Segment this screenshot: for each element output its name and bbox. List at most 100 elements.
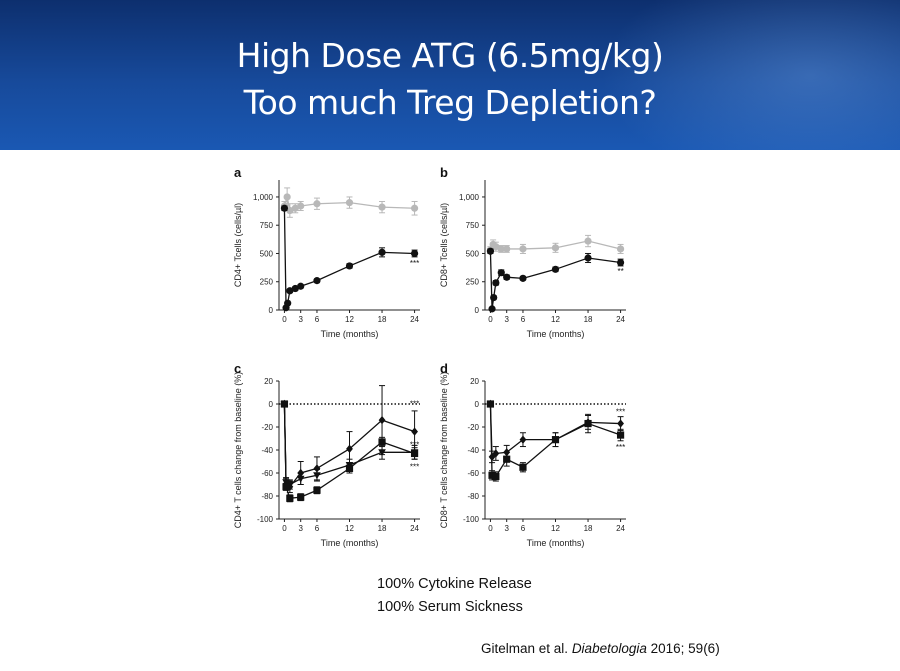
significance-label: *** — [410, 441, 419, 450]
x-tick-label: 6 — [315, 315, 320, 324]
data-point — [313, 200, 321, 208]
data-point — [486, 247, 495, 255]
series-line — [489, 251, 621, 309]
series-grey — [486, 234, 625, 254]
x-axis-label: Time (months) — [527, 538, 585, 548]
x-axis-label: Time (months) — [527, 329, 585, 339]
data-point — [492, 449, 500, 458]
y-tick-label: 750 — [466, 221, 480, 230]
y-tick-label: -100 — [257, 515, 274, 524]
data-point — [286, 287, 294, 295]
data-point — [519, 274, 527, 282]
data-point — [378, 438, 386, 446]
x-tick-label: 18 — [584, 524, 593, 533]
data-point — [296, 475, 305, 483]
data-point — [486, 400, 495, 408]
x-tick-label: 12 — [551, 524, 560, 533]
x-tick-label: 12 — [345, 524, 354, 533]
note-cytokine-release: 100% Cytokine Release — [377, 576, 532, 592]
data-point — [492, 472, 500, 481]
significance-label: ** — [617, 267, 623, 276]
data-point — [551, 265, 560, 273]
data-point — [617, 419, 624, 428]
y-axis-label: CD8+ Tcells (cells/µl) — [439, 203, 449, 287]
y-tick-label: -80 — [261, 492, 273, 501]
data-point — [297, 202, 305, 210]
y-tick-label: 20 — [470, 377, 479, 386]
x-tick-label: 0 — [488, 315, 493, 324]
data-point — [584, 254, 592, 262]
data-point — [584, 419, 592, 428]
y-axis-label: CD4+ Tcells (cells/µl) — [233, 203, 243, 287]
series-line — [489, 403, 621, 459]
data-point — [584, 237, 592, 245]
x-tick-label: 24 — [616, 315, 625, 324]
data-point — [280, 204, 289, 212]
citation-details: 2016; 59(6) — [650, 641, 720, 656]
y-tick-label: 250 — [260, 278, 274, 287]
citation-authors: Gitelman et al. — [481, 641, 569, 656]
y-tick-label: -40 — [261, 446, 273, 455]
y-tick-label: -80 — [467, 492, 479, 501]
x-tick-label: 3 — [298, 524, 303, 533]
x-tick-label: 24 — [410, 315, 419, 324]
data-point — [503, 245, 511, 253]
y-tick-label: 1,000 — [459, 193, 480, 202]
y-tick-label: -100 — [463, 515, 480, 524]
y-tick-label: 250 — [466, 278, 480, 287]
y-tick-label: -60 — [467, 469, 479, 478]
x-tick-label: 0 — [282, 524, 287, 533]
data-point — [616, 258, 625, 267]
panel-d: d -100 -80 -60 -40 -20 0 20 0 3 6 12 18 24 Time (month… — [439, 361, 626, 548]
x-tick-label: 0 — [282, 315, 287, 324]
data-point — [291, 284, 299, 293]
data-point — [282, 483, 290, 491]
data-point — [283, 193, 291, 201]
y-tick-label: -60 — [261, 469, 273, 478]
series-square — [280, 400, 419, 503]
panel-c: c -100 -80 -60 -40 -20 0 20 0 3 6 12 18 24 Time (month… — [233, 361, 420, 548]
x-tick-label: 18 — [378, 524, 387, 533]
data-point — [410, 449, 419, 458]
x-tick-label: 3 — [298, 315, 303, 324]
y-tick-label: 500 — [466, 249, 480, 258]
y-tick-label: 20 — [264, 377, 273, 386]
data-point — [284, 299, 292, 307]
citation-journal: Diabetologia — [571, 641, 647, 656]
data-point — [503, 273, 511, 281]
y-tick-label: 0 — [269, 306, 274, 315]
data-point — [503, 455, 511, 463]
panel-letter-d: d — [440, 361, 448, 376]
data-point — [280, 400, 289, 408]
panel-a: a 0 250 500 750 1,000 0 3 6 12 18 24 Time (months) CD… — [233, 165, 420, 339]
series-square — [486, 400, 625, 482]
y-tick-label: 0 — [475, 400, 480, 409]
data-point — [410, 204, 419, 212]
y-tick-label: -20 — [261, 423, 273, 432]
banner-highlight — [600, 0, 900, 150]
significance-label: *** — [616, 443, 625, 452]
data-point — [411, 427, 418, 436]
x-tick-label: 3 — [504, 315, 509, 324]
data-point — [497, 245, 505, 253]
data-point — [297, 493, 305, 501]
x-tick-label: 6 — [521, 524, 526, 533]
data-point — [313, 472, 321, 480]
y-axis-label: CD4+ T cells change from baseline (%) — [233, 372, 243, 529]
data-point — [616, 431, 625, 439]
data-point — [313, 464, 321, 473]
panel-letter-a: a — [234, 165, 242, 180]
data-point — [286, 206, 294, 215]
panel-letter-c: c — [234, 361, 241, 376]
data-point — [519, 245, 527, 253]
data-point — [378, 203, 386, 211]
data-point — [492, 279, 500, 287]
data-point — [497, 269, 505, 277]
data-point — [378, 415, 386, 425]
data-point — [551, 436, 560, 444]
y-axis-label: CD8+ T cells change from baseline (%) — [439, 372, 449, 529]
x-tick-label: 0 — [488, 524, 493, 533]
y-tick-label: 0 — [269, 400, 274, 409]
x-axis-label: Time (months) — [321, 329, 379, 339]
